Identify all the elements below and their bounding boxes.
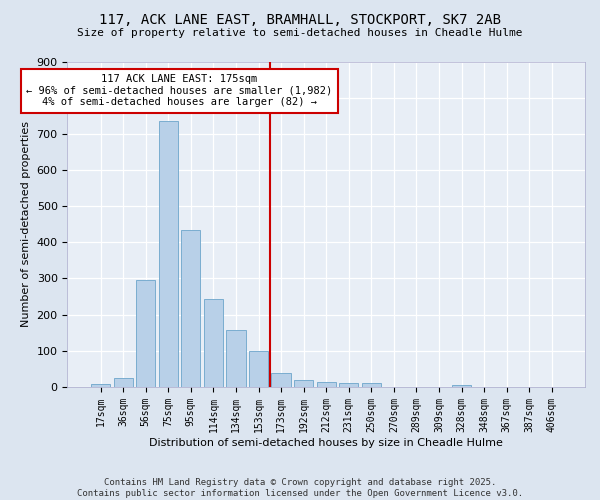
Bar xyxy=(181,230,200,387)
Bar xyxy=(339,384,358,387)
Bar xyxy=(317,382,336,387)
Bar xyxy=(91,384,110,387)
Bar xyxy=(204,299,223,387)
Bar xyxy=(249,351,268,387)
Text: 117 ACK LANE EAST: 175sqm
← 96% of semi-detached houses are smaller (1,982)
4% o: 117 ACK LANE EAST: 175sqm ← 96% of semi-… xyxy=(26,74,332,108)
Bar xyxy=(294,380,313,387)
Bar xyxy=(271,372,290,387)
Bar xyxy=(452,385,471,387)
Bar xyxy=(136,280,155,387)
Bar xyxy=(158,121,178,387)
Text: 117, ACK LANE EAST, BRAMHALL, STOCKPORT, SK7 2AB: 117, ACK LANE EAST, BRAMHALL, STOCKPORT,… xyxy=(99,12,501,26)
Y-axis label: Number of semi-detached properties: Number of semi-detached properties xyxy=(21,121,31,327)
Bar xyxy=(226,330,245,387)
Bar xyxy=(362,384,381,387)
Text: Size of property relative to semi-detached houses in Cheadle Hulme: Size of property relative to semi-detach… xyxy=(77,28,523,38)
Text: Contains HM Land Registry data © Crown copyright and database right 2025.
Contai: Contains HM Land Registry data © Crown c… xyxy=(77,478,523,498)
X-axis label: Distribution of semi-detached houses by size in Cheadle Hulme: Distribution of semi-detached houses by … xyxy=(149,438,503,448)
Bar xyxy=(113,378,133,387)
